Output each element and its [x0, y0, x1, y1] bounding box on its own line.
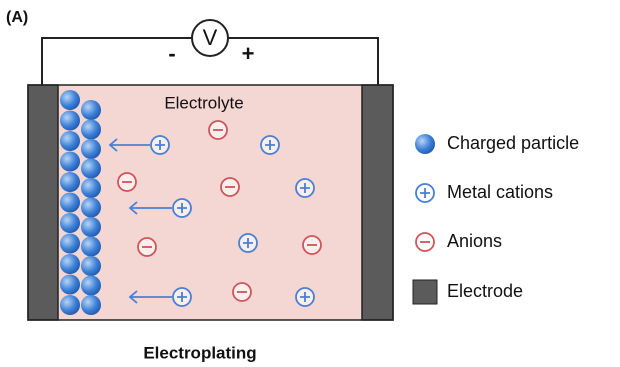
charged-particle [60, 152, 80, 172]
charged-particle [81, 295, 101, 315]
charged-particle [81, 237, 101, 257]
charged-particle [81, 256, 101, 276]
charged-particle [81, 120, 101, 140]
negative-sign: - [168, 41, 175, 66]
charged-particle [60, 254, 80, 274]
charged-particle [81, 198, 101, 218]
legend-label: Charged particle [447, 133, 579, 153]
charged-particle [60, 172, 80, 192]
charged-particle [81, 217, 101, 237]
charged-particle [60, 275, 80, 295]
charged-particle [60, 234, 80, 254]
electrolyte-label: Electrolyte [164, 93, 243, 112]
legend-label: Metal cations [447, 182, 553, 202]
legend-label: Electrode [447, 281, 523, 301]
charged-particle [81, 276, 101, 296]
electrolyte [58, 85, 362, 320]
charged-particle [81, 139, 101, 159]
charged-particle [81, 100, 101, 120]
charged-particle [81, 178, 101, 198]
charged-particle [415, 134, 435, 154]
legend-label: Anions [447, 231, 502, 251]
charged-particle [60, 111, 80, 131]
legend-electrode [413, 280, 437, 304]
charged-particle [60, 193, 80, 213]
positive-sign: + [242, 41, 255, 66]
charged-particle [60, 90, 80, 110]
electrode-right [362, 85, 393, 320]
electrode-left [28, 85, 58, 320]
caption: Electroplating [143, 343, 256, 362]
charged-particle [60, 131, 80, 151]
charged-particle [60, 213, 80, 233]
charged-particle [81, 159, 101, 179]
panel-label: (A) [6, 9, 28, 26]
voltmeter-symbol: V [203, 25, 218, 50]
charged-particle [60, 295, 80, 315]
diagram: (A) V - + Electrolyte Charged particle M… [0, 0, 620, 367]
